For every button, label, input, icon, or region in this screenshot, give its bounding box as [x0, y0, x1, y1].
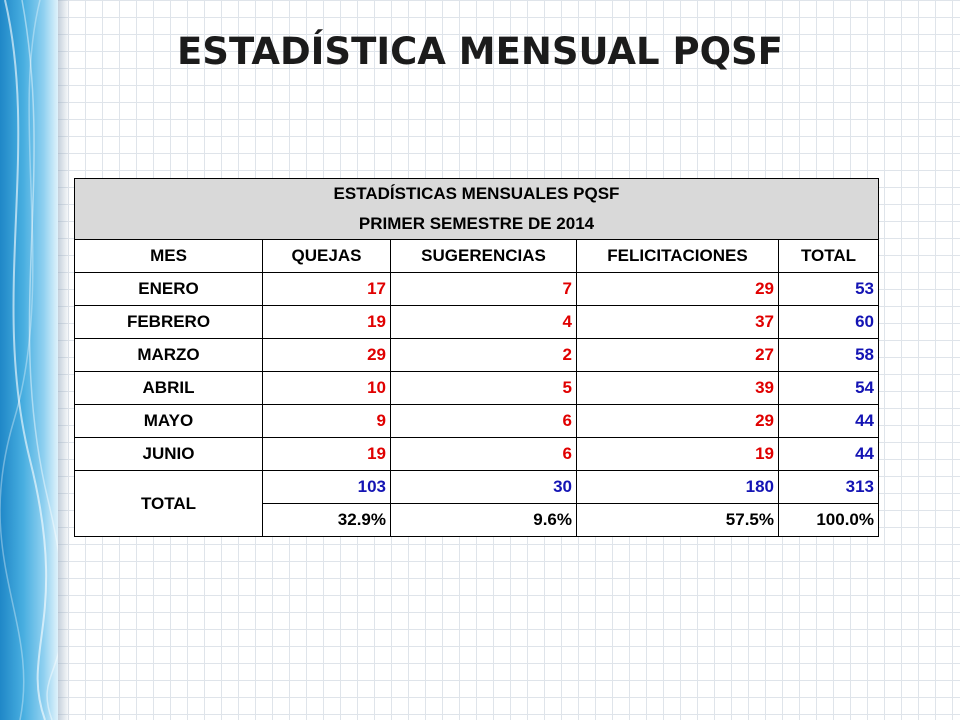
- total-sugerencias: 30: [390, 470, 577, 504]
- sugerencias-cell: 2: [390, 338, 577, 372]
- sugerencias-cell: 5: [390, 371, 577, 405]
- felicitaciones-cell: 29: [576, 272, 779, 306]
- column-header-sugerencias: SUGERENCIAS: [390, 239, 577, 273]
- table-subtitle: PRIMER SEMESTRE DE 2014: [74, 209, 879, 240]
- sugerencias-cell: 6: [390, 437, 577, 471]
- felicitaciones-cell: 19: [576, 437, 779, 471]
- felicitaciones-cell: 37: [576, 305, 779, 339]
- month-cell: JUNIO: [74, 437, 263, 471]
- month-cell: MAYO: [74, 404, 263, 438]
- felicitaciones-cell: 29: [576, 404, 779, 438]
- quejas-cell: 10: [262, 371, 391, 405]
- total-felicitaciones: 180: [576, 470, 779, 504]
- table-row: MAYO 9 6 29 44: [74, 404, 879, 438]
- month-cell: ABRIL: [74, 371, 263, 405]
- column-header-felicitaciones: FELICITACIONES: [576, 239, 779, 273]
- stats-table-container: ESTADÍSTICAS MENSUALES PQSF PRIMER SEMES…: [74, 178, 879, 537]
- total-cell: 44: [778, 437, 879, 471]
- quejas-cell: 9: [262, 404, 391, 438]
- table-row: ABRIL 10 5 39 54: [74, 371, 879, 405]
- table-row: ENERO 17 7 29 53: [74, 272, 879, 306]
- quejas-cell: 29: [262, 338, 391, 372]
- column-header-total: TOTAL: [778, 239, 879, 273]
- table-row: FEBRERO 19 4 37 60: [74, 305, 879, 339]
- column-header-row: MES QUEJAS SUGERENCIAS FELICITACIONES TO…: [74, 239, 879, 273]
- quejas-cell: 17: [262, 272, 391, 306]
- total-cell: 44: [778, 404, 879, 438]
- table-row: JUNIO 19 6 19 44: [74, 437, 879, 471]
- quejas-cell: 19: [262, 437, 391, 471]
- month-cell: MARZO: [74, 338, 263, 372]
- decorative-side-band: [0, 0, 58, 720]
- column-header-quejas: QUEJAS: [262, 239, 391, 273]
- quejas-cell: 19: [262, 305, 391, 339]
- stats-table: ESTADÍSTICAS MENSUALES PQSF PRIMER SEMES…: [74, 178, 879, 537]
- side-band-shadow: [58, 0, 70, 720]
- total-cell: 53: [778, 272, 879, 306]
- column-header-mes: MES: [74, 239, 263, 273]
- sugerencias-cell: 4: [390, 305, 577, 339]
- sugerencias-cell: 6: [390, 404, 577, 438]
- total-quejas: 103: [262, 470, 391, 504]
- sugerencias-cell: 7: [390, 272, 577, 306]
- total-total: 313: [778, 470, 879, 504]
- percent-total: 100.0%: [778, 503, 879, 537]
- felicitaciones-cell: 39: [576, 371, 779, 405]
- percentages-row: 32.9% 9.6% 57.5% 100.0%: [75, 503, 879, 537]
- totals-row: TOTAL 103 30 180 313: [74, 470, 879, 537]
- felicitaciones-cell: 27: [576, 338, 779, 372]
- wave-decoration: [0, 0, 58, 720]
- table-row: MARZO 29 2 27 58: [74, 338, 879, 372]
- month-cell: ENERO: [74, 272, 263, 306]
- total-cell: 60: [778, 305, 879, 339]
- total-cell: 58: [778, 338, 879, 372]
- month-cell: FEBRERO: [74, 305, 263, 339]
- total-cell: 54: [778, 371, 879, 405]
- percent-quejas: 32.9%: [262, 503, 391, 537]
- percent-sugerencias: 9.6%: [390, 503, 577, 537]
- percent-felicitaciones: 57.5%: [576, 503, 779, 537]
- total-label: TOTAL: [74, 470, 263, 537]
- table-title: ESTADÍSTICAS MENSUALES PQSF: [74, 178, 879, 209]
- page-title: ESTADÍSTICA MENSUAL PQSF: [177, 30, 783, 73]
